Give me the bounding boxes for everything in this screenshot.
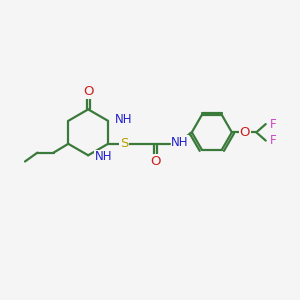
Text: O: O [83, 85, 93, 98]
Text: S: S [120, 137, 128, 150]
Text: F: F [270, 134, 277, 147]
Text: O: O [151, 155, 161, 168]
Text: NH: NH [94, 150, 112, 163]
Text: F: F [270, 118, 277, 130]
Text: O: O [240, 126, 250, 139]
Text: NH: NH [115, 113, 132, 126]
Text: NH: NH [171, 136, 189, 149]
